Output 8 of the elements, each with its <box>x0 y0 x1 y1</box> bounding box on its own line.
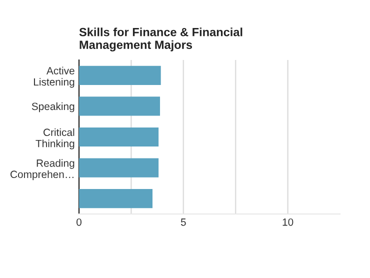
y-tick-label: Reading Comprehen… <box>10 159 74 180</box>
y-tick-label: Critical Thinking <box>36 128 74 150</box>
x-tick-label: 5 <box>180 218 186 226</box>
y-tick-label: Speaking <box>32 102 74 112</box>
x-tick-label: 0 <box>76 218 82 226</box>
y-tick-label: Active Listening <box>34 66 74 88</box>
chart-title: Skills for Finance & Financial Management Majors <box>79 28 242 52</box>
x-tick-label: 10 <box>282 218 294 226</box>
